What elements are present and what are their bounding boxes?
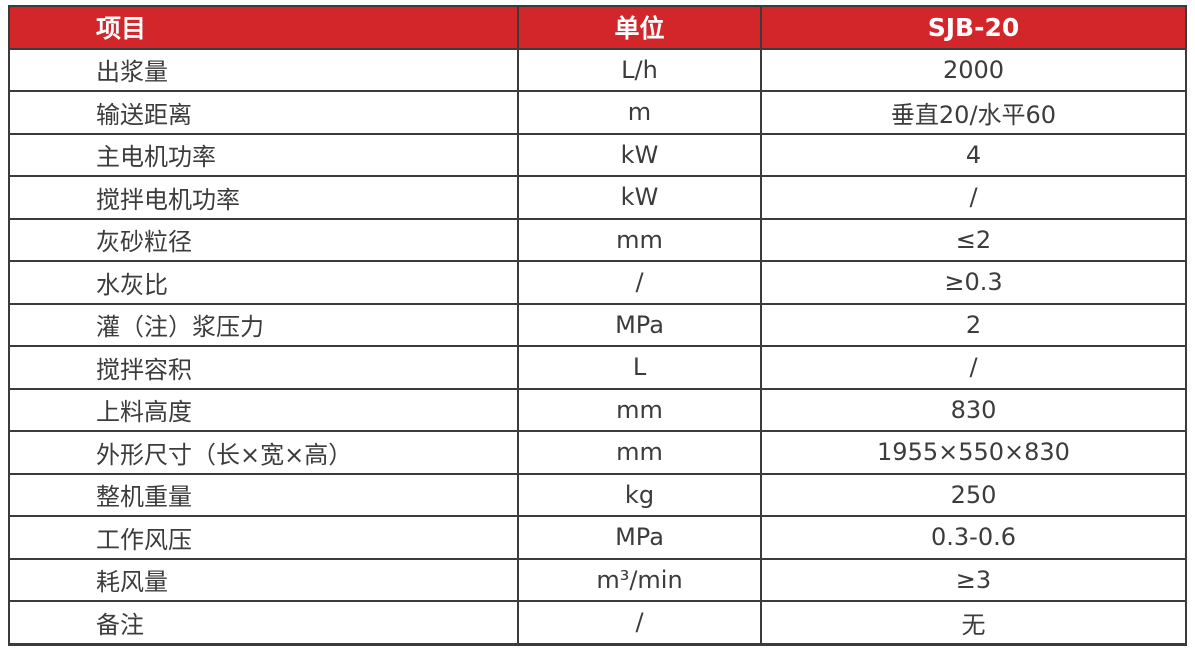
table-row: 搅拌电机功率 kW /	[8, 175, 1187, 220]
unit-cell: mm	[517, 387, 762, 432]
table-row: 主电机功率 kW 4	[8, 132, 1187, 177]
unit-cell: L	[517, 345, 762, 390]
spec-table: 项目 单位 SJB-20 出浆量 L/h 2000 输送距离 m 垂直20/水平…	[8, 5, 1187, 646]
unit-cell: kW	[517, 132, 762, 177]
item-label-cell: 灌（注）浆压力	[8, 302, 519, 347]
value-cell: 2	[760, 302, 1187, 347]
value-cell: ≤2	[760, 217, 1187, 262]
unit-cell: m	[517, 90, 762, 135]
value-cell: 830	[760, 387, 1187, 432]
value-cell: 2000	[760, 47, 1187, 92]
table-row: 灌（注）浆压力 MPa 2	[8, 302, 1187, 347]
table-row: 工作风压 MPa 0.3-0.6	[8, 515, 1187, 560]
item-label-cell: 工作风压	[8, 515, 519, 560]
value-cell: 4	[760, 132, 1187, 177]
table-row: 备注 / 无	[8, 600, 1187, 645]
header-row: 项目 单位 SJB-20	[8, 5, 1187, 50]
table-row: 耗风量 m³/min ≥3	[8, 557, 1187, 602]
value-cell: 垂直20/水平60	[760, 90, 1187, 135]
item-label-cell: 备注	[8, 600, 519, 645]
table-row: 水灰比 / ≥0.3	[8, 260, 1187, 305]
item-label-cell: 耗风量	[8, 557, 519, 602]
value-cell: 250	[760, 472, 1187, 517]
value-cell: 1955×550×830	[760, 430, 1187, 475]
unit-cell: /	[517, 600, 762, 645]
table-row: 输送距离 m 垂直20/水平60	[8, 90, 1187, 135]
unit-cell: L/h	[517, 47, 762, 92]
header-model-cell: SJB-20	[760, 5, 1187, 50]
value-cell: ≥0.3	[760, 260, 1187, 305]
item-label-cell: 外形尺寸（长×宽×高）	[8, 430, 519, 475]
spec-table-header: 项目 单位 SJB-20	[8, 5, 1187, 50]
unit-cell: mm	[517, 430, 762, 475]
item-label-cell: 搅拌容积	[8, 345, 519, 390]
unit-cell: MPa	[517, 302, 762, 347]
item-label-cell: 输送距离	[8, 90, 519, 135]
item-label-cell: 灰砂粒径	[8, 217, 519, 262]
value-cell: 无	[760, 600, 1187, 645]
item-label-cell: 上料高度	[8, 387, 519, 432]
unit-cell: /	[517, 260, 762, 305]
item-label-cell: 整机重量	[8, 472, 519, 517]
item-label-cell: 水灰比	[8, 260, 519, 305]
item-label-cell: 搅拌电机功率	[8, 175, 519, 220]
unit-cell: m³/min	[517, 557, 762, 602]
spec-table-body: 出浆量 L/h 2000 输送距离 m 垂直20/水平60 主电机功率 kW 4…	[8, 47, 1187, 645]
value-cell: ≥3	[760, 557, 1187, 602]
value-cell: /	[760, 345, 1187, 390]
table-row: 整机重量 kg 250	[8, 472, 1187, 517]
item-label-cell: 出浆量	[8, 47, 519, 92]
value-cell: 0.3-0.6	[760, 515, 1187, 560]
value-cell: /	[760, 175, 1187, 220]
unit-cell: kg	[517, 472, 762, 517]
unit-cell: kW	[517, 175, 762, 220]
unit-cell: MPa	[517, 515, 762, 560]
item-label-cell: 主电机功率	[8, 132, 519, 177]
table-row: 灰砂粒径 mm ≤2	[8, 217, 1187, 262]
unit-cell: mm	[517, 217, 762, 262]
table-row: 外形尺寸（长×宽×高） mm 1955×550×830	[8, 430, 1187, 475]
header-unit-cell: 单位	[517, 5, 762, 50]
table-row: 出浆量 L/h 2000	[8, 47, 1187, 92]
table-row: 搅拌容积 L /	[8, 345, 1187, 390]
header-item-cell: 项目	[8, 5, 519, 50]
table-row: 上料高度 mm 830	[8, 387, 1187, 432]
